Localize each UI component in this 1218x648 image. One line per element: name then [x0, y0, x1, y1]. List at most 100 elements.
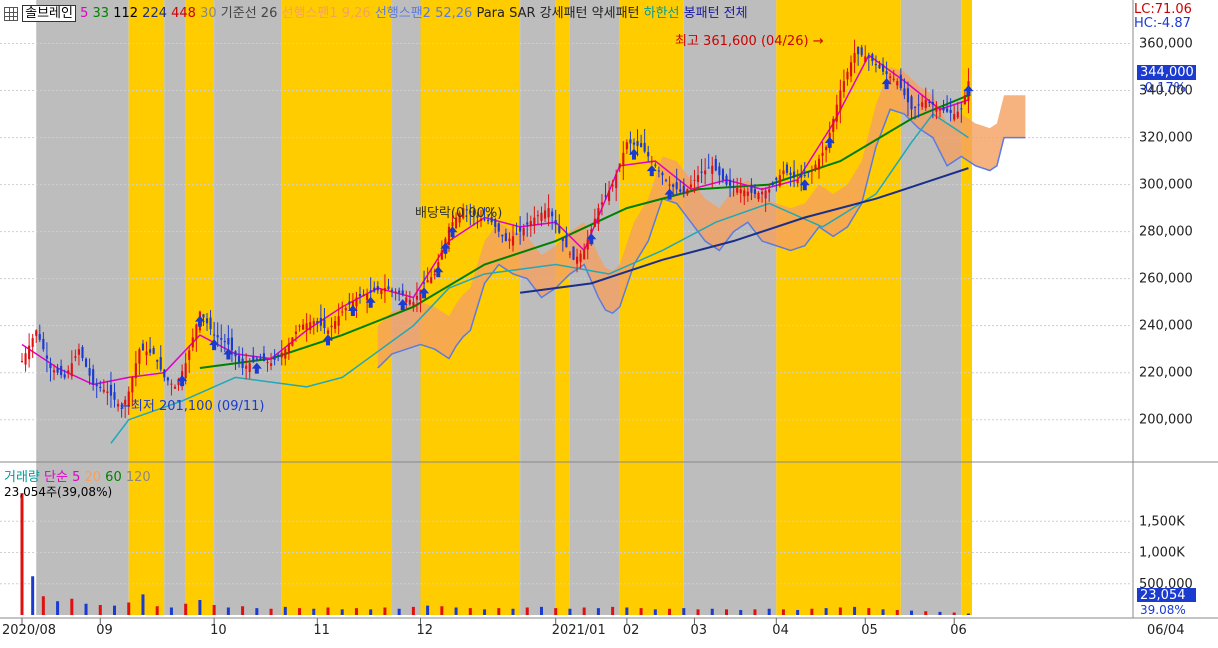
candlesticks	[20, 39, 974, 419]
candle-body	[455, 217, 458, 229]
candle-body	[953, 114, 956, 120]
ichimoku-item-4[interactable]: 선행스팬2	[370, 6, 431, 21]
ichimoku-item-2[interactable]: 선행스팬1	[277, 6, 338, 21]
volume_legend-item-3[interactable]: 20	[80, 470, 102, 485]
volume-bar	[810, 608, 814, 615]
volume-bar	[853, 606, 857, 615]
candle-body	[472, 210, 475, 216]
candle-body	[234, 351, 237, 357]
patterns-item-3[interactable]: 하한선	[639, 6, 680, 21]
bull-arrow-icon	[433, 266, 444, 278]
bull-arrow-icon	[963, 85, 974, 97]
session-block	[520, 0, 556, 615]
volume-bar	[710, 608, 714, 615]
candle-body	[227, 338, 230, 345]
patterns-item-1[interactable]: 강세패턴	[535, 6, 588, 21]
stock-name[interactable]: 솔브레인	[22, 5, 76, 22]
volume-bar	[383, 607, 387, 615]
candle-body	[344, 308, 347, 311]
price-tick-label: 260,000	[1139, 272, 1193, 287]
volume-bar	[20, 493, 24, 615]
bull-arrow-icon	[177, 375, 188, 387]
candle-body	[451, 222, 454, 227]
ichimoku-item-0[interactable]: 기준선	[220, 6, 257, 21]
x-tick-label: 05	[861, 623, 878, 638]
patterns-item-4[interactable]: 봉패턴	[679, 6, 720, 21]
volume_legend-item-2[interactable]: 5	[67, 470, 81, 485]
candle-body	[931, 102, 934, 105]
candle-body	[52, 370, 56, 373]
ma_periods-item-1[interactable]: 33	[88, 6, 110, 21]
candle-body	[237, 355, 241, 363]
volume-bar	[340, 609, 344, 615]
ma224-line	[519, 167, 969, 294]
volume-tick-label: 1,500K	[1139, 514, 1185, 529]
candle-body	[248, 363, 251, 372]
candle-body	[718, 166, 721, 176]
session-block	[619, 0, 684, 615]
ma_periods-item-0[interactable]: 5	[80, 6, 89, 21]
ma_periods-item-5[interactable]: 30	[195, 6, 217, 21]
candle-body	[269, 363, 273, 366]
low-annotation-text: 최저 201,100 (09/11)	[130, 399, 265, 414]
volume-bar	[554, 608, 558, 615]
ma_periods-item-4[interactable]: 448	[167, 6, 196, 21]
candle-body	[696, 175, 700, 182]
ichimoku-item-3[interactable]: 9,26	[337, 6, 371, 21]
candle-body	[736, 188, 739, 193]
candle-body	[775, 177, 778, 180]
volume_legend-item-0[interactable]: 거래량	[4, 470, 40, 485]
volume_legend-item-4[interactable]: 60	[101, 470, 122, 485]
grid-icon[interactable]	[4, 6, 18, 21]
candle-body	[124, 399, 127, 405]
volume_legend-item-5[interactable]: 120	[121, 470, 151, 485]
candle-body	[152, 348, 155, 354]
candle-body	[529, 221, 532, 226]
candle-body	[608, 190, 611, 201]
candle-body	[497, 223, 500, 232]
ma_periods-item-2[interactable]: 112	[109, 6, 139, 21]
candle-body	[558, 226, 561, 233]
candle-body	[170, 383, 173, 385]
candle-body	[825, 146, 828, 151]
price-tick-label: 220,000	[1139, 366, 1193, 381]
volume-bar	[824, 608, 828, 615]
patterns-item-5[interactable]: 전체	[719, 6, 748, 21]
session-block	[961, 0, 972, 615]
ma_periods-item-3[interactable]: 224	[138, 6, 167, 21]
candle-body	[394, 291, 397, 294]
candle-body	[924, 99, 927, 108]
candle-body	[864, 56, 867, 63]
candle-body	[358, 294, 362, 297]
volume_legend-item-1[interactable]: 단순	[39, 470, 68, 485]
candle-body	[664, 179, 668, 181]
candle-body	[632, 142, 636, 145]
candle-body	[793, 171, 796, 178]
volume-bar	[767, 608, 771, 615]
ichimoku-item-1[interactable]: 26	[256, 6, 278, 21]
candle-body	[682, 185, 685, 194]
candle-body	[686, 189, 689, 195]
candle-body	[896, 81, 899, 86]
candle-body	[547, 208, 550, 218]
volume-bar	[56, 601, 60, 615]
candle-body	[28, 345, 31, 360]
patterns-item-2[interactable]: 약세패턴	[587, 6, 640, 21]
candle-body	[95, 384, 98, 387]
candle-body	[586, 239, 589, 250]
candle-body	[568, 253, 572, 255]
candle-body	[191, 337, 194, 348]
patterns-item-0[interactable]: Para SAR	[476, 6, 536, 21]
volume-bar	[241, 606, 245, 615]
volume-legend-row: 거래량 단순 5 20 60 120	[4, 466, 151, 486]
volume-bar	[781, 609, 785, 615]
candle-body	[693, 179, 696, 181]
candle-body	[789, 172, 792, 176]
ichimoku-item-5[interactable]: 52,26	[430, 6, 473, 21]
candle-body	[551, 211, 554, 217]
volume-bar	[952, 612, 956, 615]
volume-bar	[411, 606, 415, 615]
